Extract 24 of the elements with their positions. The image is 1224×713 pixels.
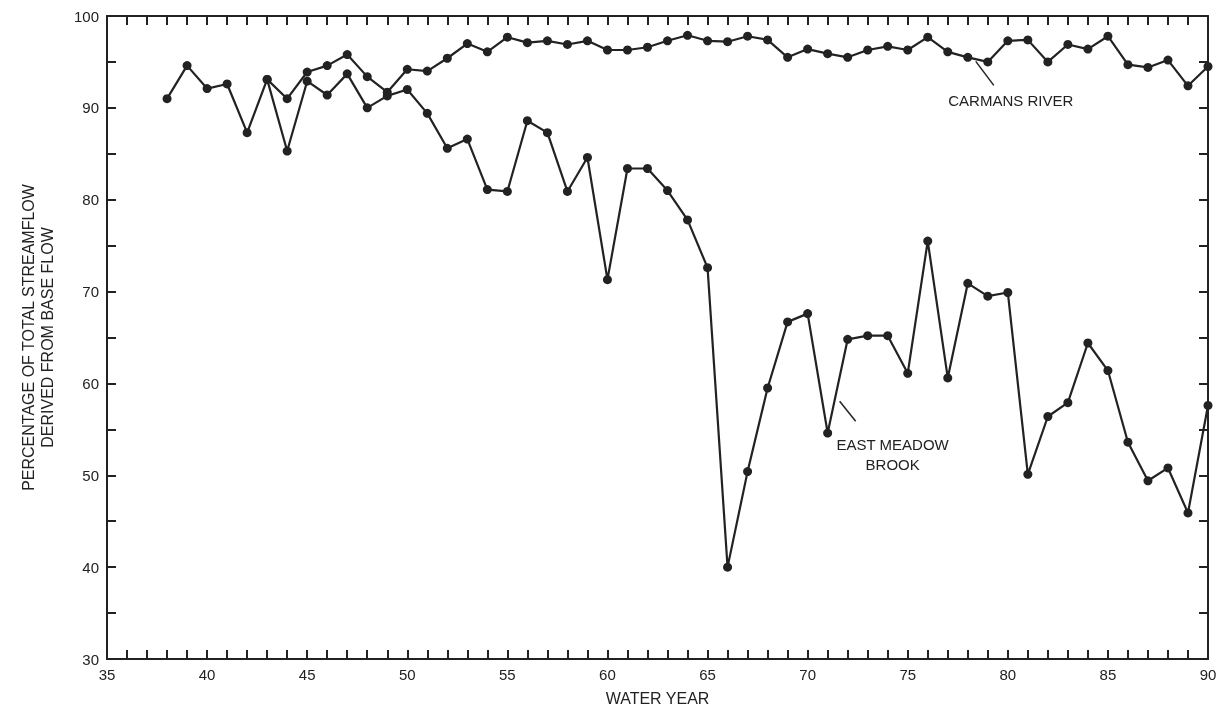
- y-tick-label: 30: [82, 650, 99, 668]
- y-tick-label: 60: [82, 374, 99, 392]
- y-axis-title: PERCENTAGE OF TOTAL STREAMFLOW DERIVED FROM BASE FLOW: [20, 183, 56, 491]
- y-tick-label: 40: [82, 558, 99, 576]
- y-tick-label: 50: [82, 466, 99, 484]
- x-axis-title: WATER YEAR: [605, 690, 710, 707]
- annotation: EAST MEADOW BROOK: [836, 435, 950, 473]
- x-tick-label: 80: [999, 666, 1017, 683]
- x-tick-label: 35: [98, 666, 116, 683]
- y-tick-label: 70: [82, 283, 99, 301]
- x-tick-label: 70: [799, 666, 816, 683]
- y-tick-label: 90: [82, 99, 99, 117]
- x-tick-label: 55: [499, 666, 516, 683]
- x-tick-label: 65: [699, 666, 716, 683]
- x-tick-label: 75: [899, 666, 917, 683]
- annotation: CARMANS RIVER: [948, 91, 1074, 109]
- x-tick-label: 45: [298, 666, 316, 683]
- x-tick-label: 85: [1099, 666, 1117, 683]
- x-tick-label: 40: [198, 666, 216, 683]
- y-tick-label: 100: [73, 7, 99, 25]
- x-tick-label: 60: [599, 666, 616, 683]
- x-tick-label: 90: [1199, 666, 1217, 683]
- x-tick-label: 50: [398, 666, 416, 683]
- y-tick-label: 80: [82, 191, 99, 209]
